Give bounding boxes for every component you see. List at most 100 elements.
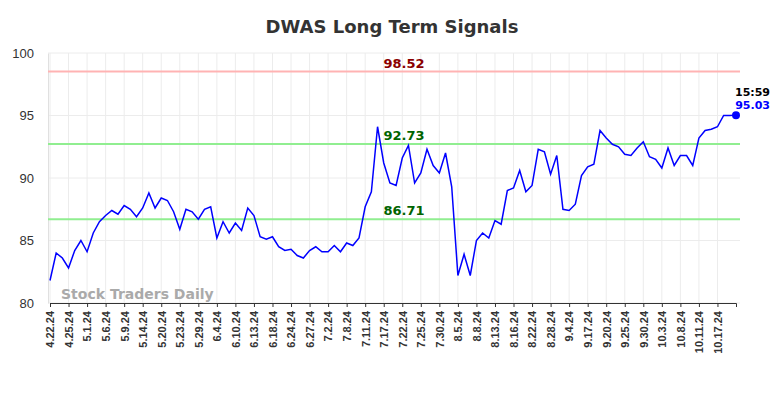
x-tick: 6.10.24 [230,303,242,348]
x-axis: 4.22.244.25.245.1.245.6.245.9.245.14.245… [44,303,736,354]
x-tick-label: 7.11.24 [360,310,372,347]
signal-label: 86.71 [383,203,424,218]
x-tick: 10.17.24 [712,303,724,354]
x-axis-line [51,304,737,308]
x-tick-label: 10.17.24 [712,310,724,354]
x-tick: 9.25.24 [619,303,631,348]
y-tick-label: 100 [12,46,34,61]
x-tick-mark [217,303,218,307]
x-tick-mark [458,303,459,307]
x-tick-mark [87,303,88,307]
y-tick: 90 [20,171,48,186]
signal-label: 98.52 [383,56,424,71]
x-tick: 5.6.24 [100,303,112,342]
x-tick: 10.11.24 [693,303,705,353]
x-tick-mark [384,303,385,307]
title: DWAS Long Term Signals [266,16,519,37]
x-tick-label: 10.11.24 [693,310,705,353]
x-tick-mark [69,303,70,307]
y-tick-label: 90 [20,171,34,186]
x-tick-mark [717,303,718,307]
x-tick-label: 6.18.24 [267,310,279,348]
x-tick-label: 8.8.24 [471,310,483,341]
x-tick-mark [476,303,477,307]
x-tick: 4.25.24 [63,303,75,348]
x-tick-mark [439,303,440,307]
grid-line-y [48,240,740,241]
grid [48,53,740,303]
x-tick: 10.8.24 [675,303,687,348]
x-tick-mark [588,303,589,307]
x-tick: 9.30.24 [638,303,650,348]
x-tick-label: 4.25.24 [63,310,75,348]
grid-line-y [48,115,740,116]
x-tick-mark [347,303,348,307]
y-tick-label: 85 [20,233,34,248]
x-tick: 5.9.24 [119,303,131,342]
x-tick-label: 5.23.24 [174,310,186,348]
grid-line-y [48,53,740,54]
x-tick-label: 9.25.24 [619,310,631,348]
y-axis-line [48,54,49,304]
x-tick: 6.24.24 [285,303,297,348]
x-tick-mark [198,303,199,307]
x-tick: 7.11.24 [360,303,372,347]
x-tick: 9.20.24 [601,303,613,348]
x-tick: 8.16.24 [508,303,520,348]
x-tick: 6.4.24 [211,303,223,342]
last-time-label: 15:59 [735,86,770,99]
signal-label: 92.73 [383,128,424,143]
y-tick-label: 95 [20,108,34,123]
x-tick-mark [514,303,515,307]
x-tick-label: 8.13.24 [489,310,501,348]
x-tick-label: 9.30.24 [638,310,650,348]
x-tick: 9.4.24 [563,303,575,342]
x-tick: 8.28.24 [545,303,557,348]
x-tick-label: 7.22.24 [397,310,409,348]
x-tick-label: 5.6.24 [100,310,112,341]
x-tick-mark [495,303,496,307]
x-tick-label: 7.8.24 [341,310,353,341]
x-tick-mark [50,303,51,307]
x-tick-label: 6.13.24 [248,310,260,348]
x-tick-mark [235,303,236,307]
x-tick-mark [254,303,255,307]
x-tick-label: 5.20.24 [156,310,168,348]
x-tick-mark [625,303,626,307]
x-tick-label: 7.2.24 [322,310,334,341]
y-tick: 85 [20,233,48,248]
x-tick: 9.17.24 [582,303,594,348]
x-tick-label: 4.22.24 [44,310,56,348]
x-tick: 7.2.24 [322,303,334,342]
plot-area [48,72,740,281]
x-tick-label: 8.5.24 [452,310,464,341]
x-tick-mark [532,303,533,307]
x-tick-mark [365,303,366,307]
x-tick-label: 10.8.24 [675,310,687,348]
x-tick-mark [421,303,422,307]
signal-line [48,143,740,145]
x-tick-label: 5.9.24 [119,310,131,341]
y-tick: 80 [20,296,48,311]
x-tick: 6.13.24 [248,303,260,348]
x-tick-label: 9.20.24 [601,310,613,348]
x-tick-label: 8.28.24 [545,310,557,348]
grid-line-y [48,178,740,179]
y-axis: 80 85 90 95 100 [12,46,48,311]
x-tick-mark [606,303,607,307]
x-tick-label: 7.17.24 [378,310,390,348]
x-tick-mark [551,303,552,307]
last-value-label: 95.03 [735,99,770,112]
x-tick: 7.30.24 [434,303,446,348]
x-tick-mark [106,303,107,307]
price-line [50,115,736,280]
x-tick: 6.27.24 [304,303,316,348]
x-tick-mark [124,303,125,307]
x-tick-mark [402,303,403,307]
signal-line [48,71,740,73]
x-tick: 7.17.24 [378,303,390,348]
x-tick-label: 8.16.24 [508,310,520,348]
x-tick-mark [699,303,700,307]
x-tick: 7.25.24 [415,303,427,348]
x-tick-label: 7.25.24 [415,310,427,348]
